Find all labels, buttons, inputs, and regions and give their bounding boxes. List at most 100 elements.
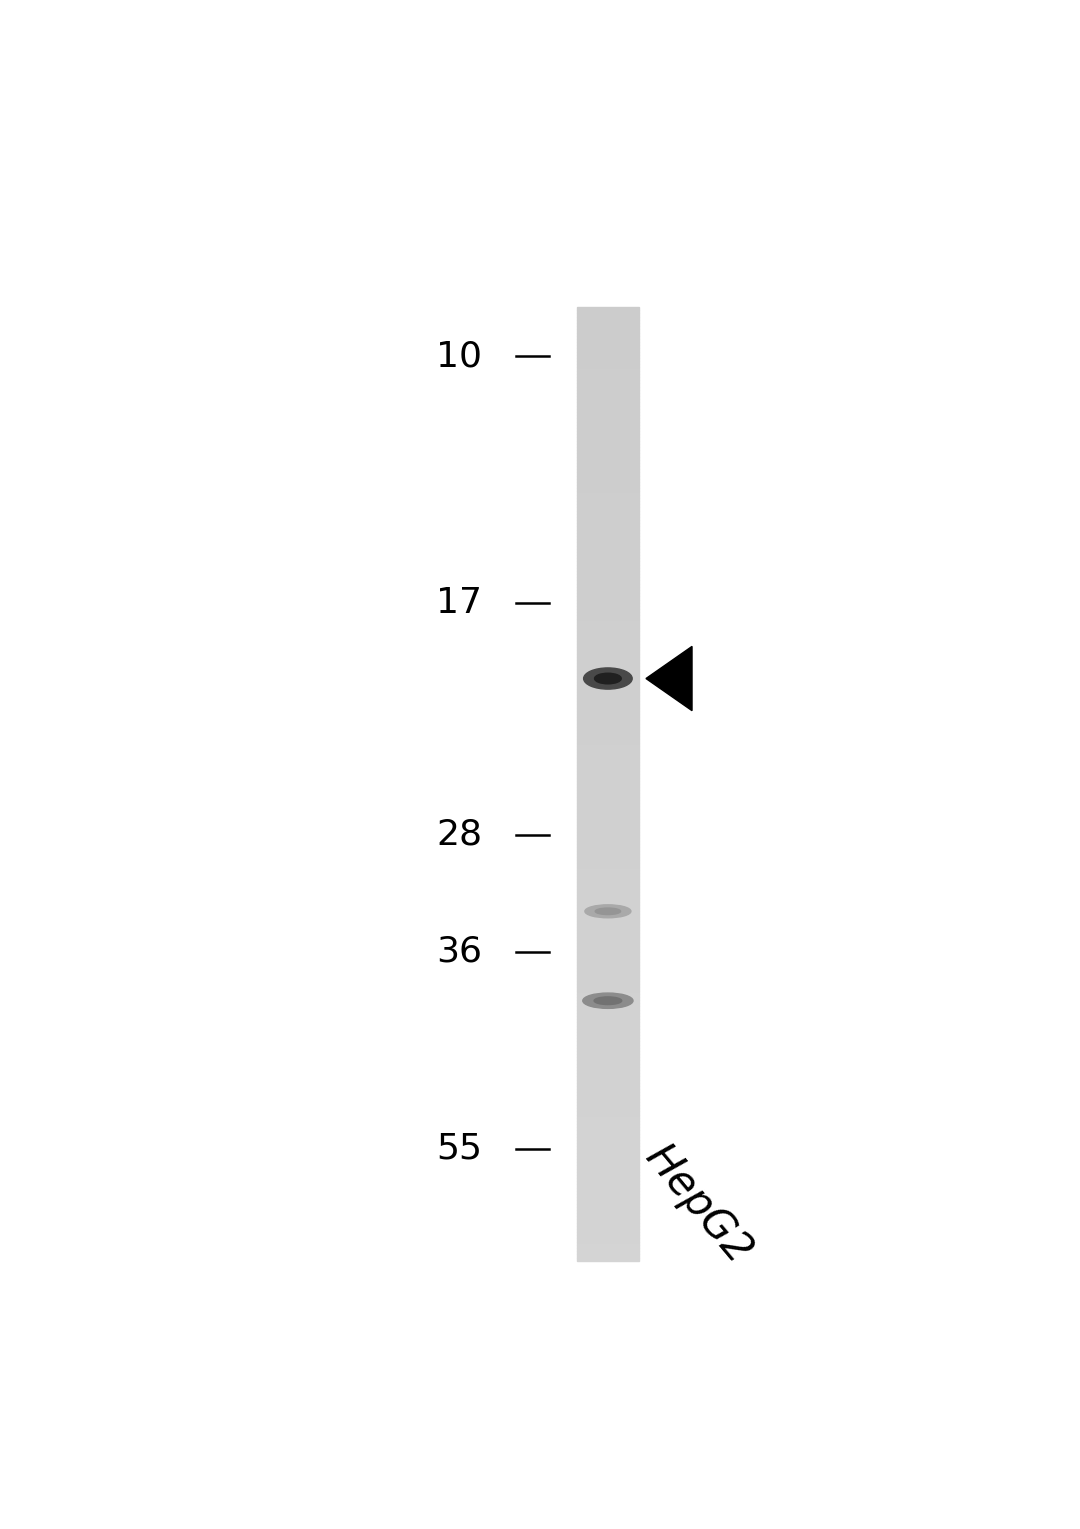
Bar: [577, 924, 639, 927]
Bar: [577, 705, 639, 708]
Bar: [577, 390, 639, 393]
Bar: [577, 664, 639, 667]
Bar: [577, 1015, 639, 1020]
Bar: [577, 853, 639, 858]
Bar: [577, 446, 639, 450]
Bar: [577, 469, 639, 472]
Bar: [577, 815, 639, 820]
Bar: [577, 549, 639, 552]
Bar: [577, 1242, 639, 1245]
Bar: [577, 625, 639, 628]
Text: 28: 28: [436, 818, 483, 852]
Bar: [577, 1153, 639, 1156]
Bar: [577, 841, 639, 844]
Bar: [577, 1194, 639, 1197]
Bar: [577, 891, 639, 894]
Bar: [577, 650, 639, 653]
Bar: [577, 1009, 639, 1012]
Bar: [577, 806, 639, 809]
Text: HepG2: HepG2: [637, 1136, 760, 1272]
Bar: [577, 778, 639, 781]
Bar: [577, 1000, 639, 1003]
Bar: [577, 552, 639, 555]
Bar: [577, 917, 639, 920]
Bar: [577, 1177, 639, 1182]
Bar: [577, 1235, 639, 1238]
Bar: [577, 991, 639, 994]
Bar: [577, 1257, 639, 1261]
Bar: [577, 894, 639, 899]
Bar: [577, 605, 639, 609]
Bar: [577, 1070, 639, 1073]
Bar: [577, 927, 639, 930]
Bar: [577, 326, 639, 329]
Ellipse shape: [583, 668, 632, 690]
Bar: [577, 1144, 639, 1147]
Bar: [577, 593, 639, 596]
Bar: [577, 402, 639, 405]
Bar: [577, 946, 639, 950]
Bar: [577, 1188, 639, 1191]
Bar: [577, 737, 639, 740]
Bar: [577, 495, 639, 498]
Bar: [577, 982, 639, 985]
Bar: [577, 419, 639, 422]
Bar: [577, 997, 639, 1000]
Bar: [577, 558, 639, 561]
Bar: [577, 1245, 639, 1248]
Bar: [577, 320, 639, 323]
Bar: [577, 313, 639, 317]
Bar: [577, 411, 639, 416]
Bar: [577, 1012, 639, 1015]
Bar: [577, 520, 639, 523]
Bar: [577, 823, 639, 826]
Bar: [577, 930, 639, 933]
Bar: [577, 310, 639, 313]
Bar: [577, 370, 639, 375]
Bar: [577, 870, 639, 873]
Bar: [577, 774, 639, 778]
Bar: [577, 1115, 639, 1118]
Bar: [577, 561, 639, 564]
Bar: [577, 832, 639, 835]
Bar: [577, 1191, 639, 1194]
Bar: [577, 873, 639, 876]
Bar: [577, 803, 639, 806]
Bar: [577, 905, 639, 908]
Bar: [577, 685, 639, 688]
Bar: [577, 1251, 639, 1254]
Bar: [577, 405, 639, 408]
Bar: [577, 940, 639, 943]
Bar: [577, 673, 639, 676]
Bar: [577, 612, 639, 616]
Bar: [577, 1053, 639, 1057]
Bar: [577, 838, 639, 841]
Bar: [577, 933, 639, 936]
Bar: [577, 1185, 639, 1188]
Bar: [577, 1200, 639, 1203]
Bar: [577, 540, 639, 543]
Bar: [577, 797, 639, 800]
Bar: [577, 1073, 639, 1076]
Bar: [577, 994, 639, 997]
Bar: [577, 936, 639, 940]
Bar: [577, 758, 639, 761]
Bar: [577, 723, 639, 726]
Bar: [577, 820, 639, 823]
Bar: [577, 567, 639, 570]
Bar: [577, 1061, 639, 1064]
Bar: [577, 1121, 639, 1124]
Bar: [577, 466, 639, 469]
Bar: [577, 581, 639, 584]
Bar: [577, 1083, 639, 1086]
Bar: [577, 434, 639, 437]
Bar: [577, 953, 639, 956]
Bar: [577, 317, 639, 320]
Bar: [577, 1165, 639, 1168]
Bar: [577, 1206, 639, 1209]
Bar: [577, 1006, 639, 1009]
Ellipse shape: [595, 673, 621, 683]
Bar: [577, 1141, 639, 1144]
Bar: [577, 635, 639, 638]
Bar: [577, 1044, 639, 1047]
